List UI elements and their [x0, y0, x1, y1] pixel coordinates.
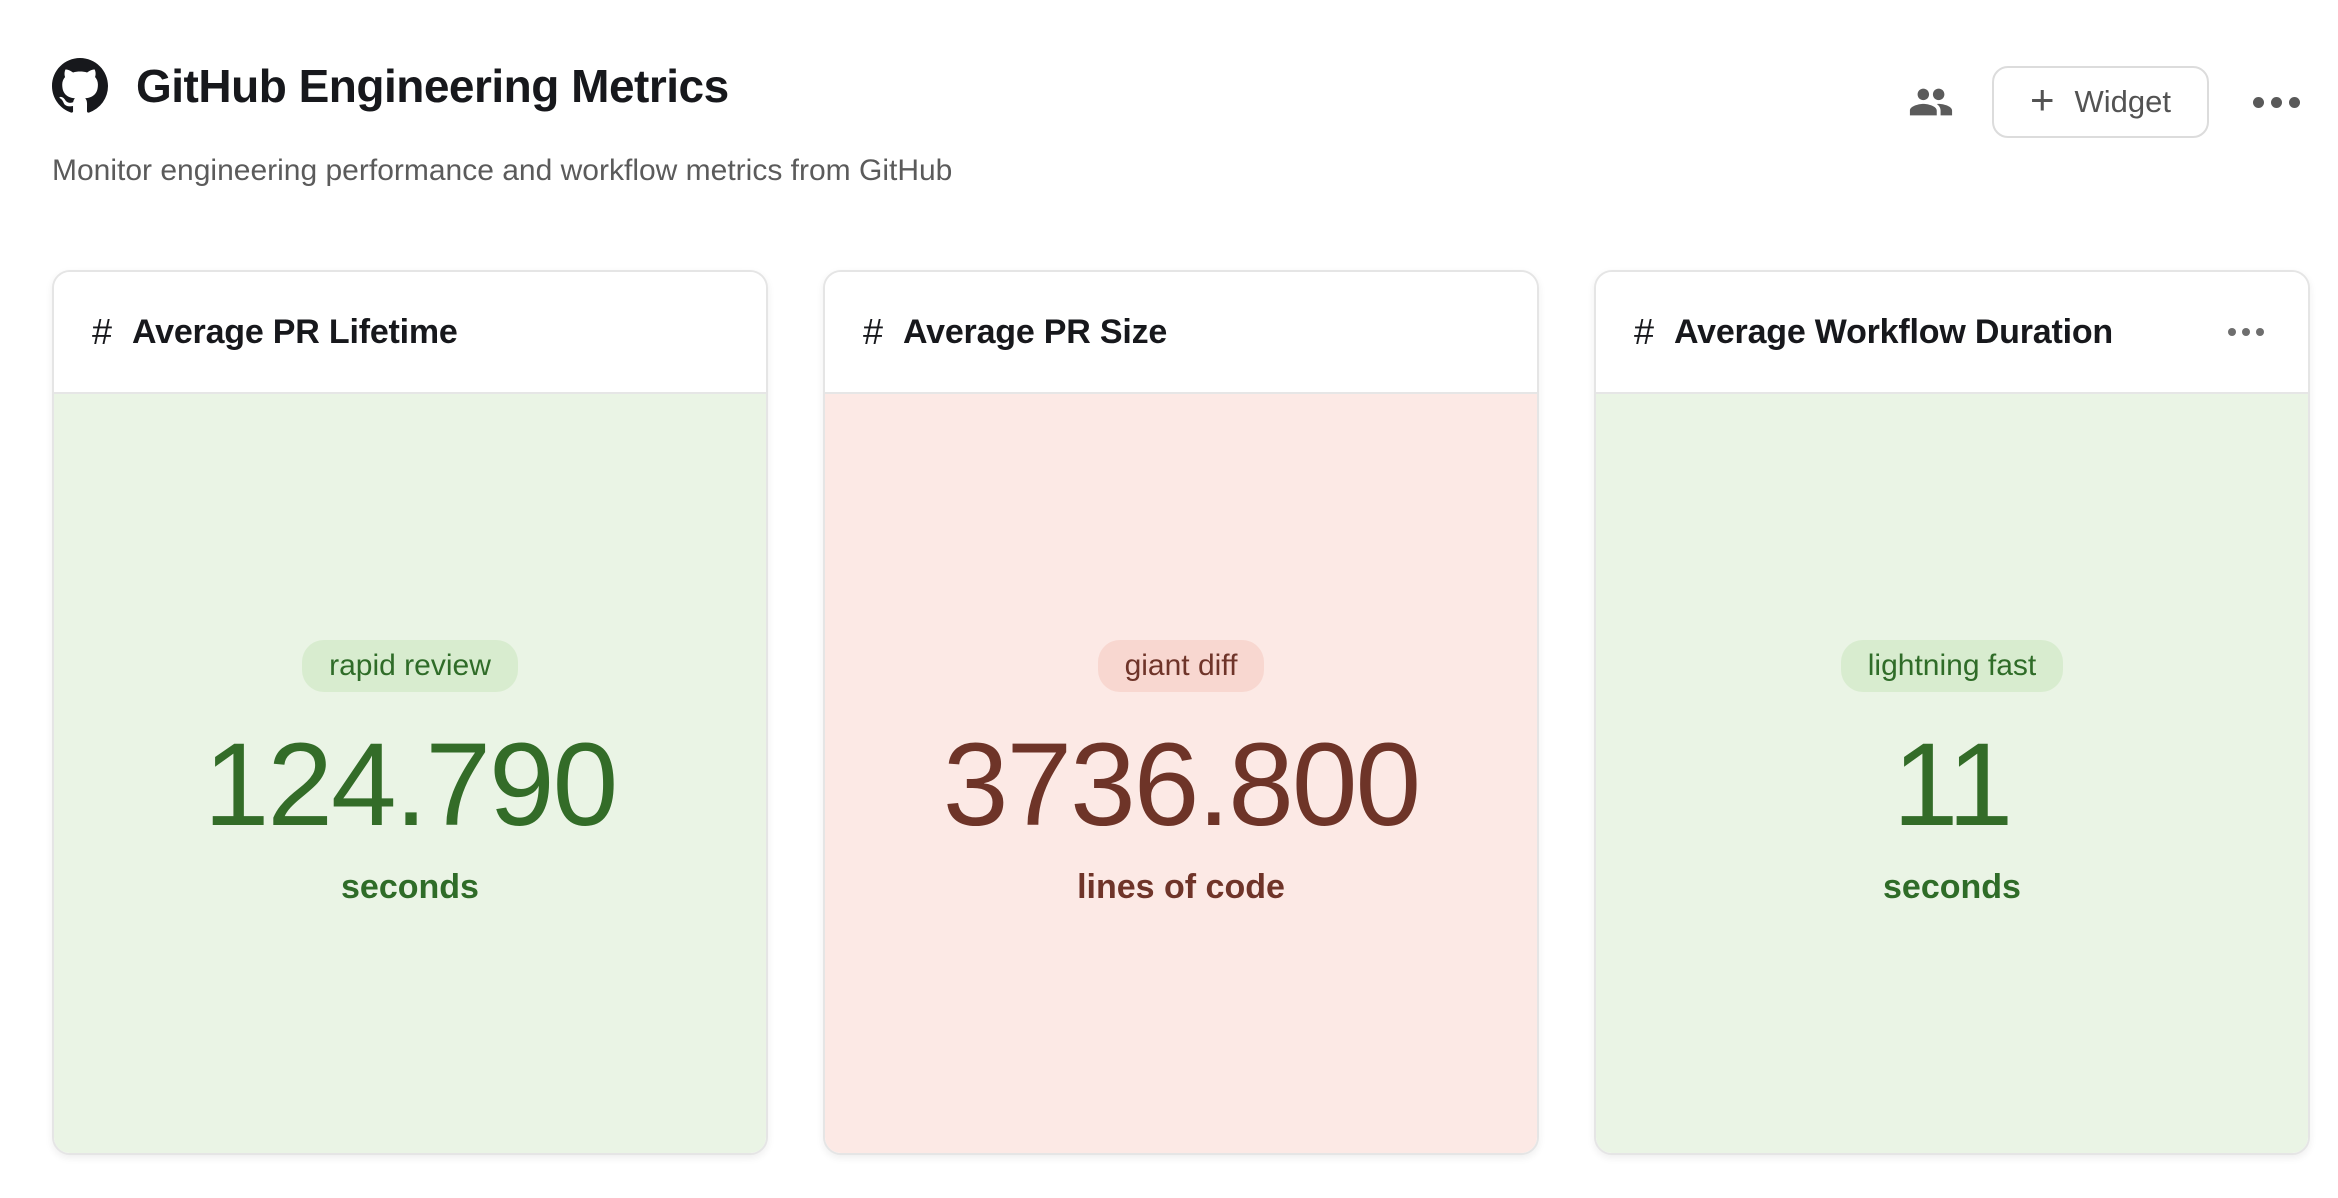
add-widget-label: Widget — [2074, 84, 2171, 119]
metric-value: 11 — [1892, 719, 2013, 852]
card-header[interactable]: # Average PR Size — [825, 272, 1537, 394]
title-row: GitHub Engineering Metrics — [52, 58, 2310, 114]
card-body: giant diff 3736.800 lines of code — [825, 394, 1537, 1153]
page-header: GitHub Engineering Metrics Monitor engin… — [52, 58, 2310, 188]
card-body: rapid review 124.790 seconds — [54, 394, 766, 1153]
card-average-pr-size: # Average PR Size giant diff 3736.800 li… — [823, 270, 1539, 1155]
status-badge: giant diff — [1097, 640, 1265, 693]
header-actions: + Widget — [1908, 66, 2306, 138]
metric-value: 124.790 — [203, 719, 619, 852]
metric-unit: seconds — [1883, 867, 2021, 906]
page-subtitle: Monitor engineering performance and work… — [52, 154, 953, 187]
card-average-pr-lifetime: # Average PR Lifetime rapid review 124.7… — [52, 270, 768, 1155]
github-logo-icon — [52, 58, 108, 113]
status-badge: lightning fast — [1840, 640, 2064, 693]
card-title: Average PR Size — [903, 312, 1168, 351]
add-widget-button[interactable]: + Widget — [1991, 66, 2209, 138]
card-header[interactable]: # Average PR Lifetime — [54, 272, 766, 394]
metric-unit: lines of code — [1077, 867, 1285, 906]
collaborators-icon[interactable] — [1908, 79, 1954, 125]
metric-unit: seconds — [341, 867, 479, 906]
page-menu-ellipsis-icon[interactable] — [2247, 91, 2306, 114]
hash-icon: # — [92, 311, 113, 352]
hash-icon: # — [1634, 311, 1655, 352]
metric-value: 3736.800 — [942, 719, 1421, 852]
card-header[interactable]: # Average Workflow Duration — [1596, 272, 2308, 394]
cards-grid: # Average PR Lifetime rapid review 124.7… — [52, 270, 2310, 1155]
hash-icon: # — [863, 311, 884, 352]
card-title: Average PR Lifetime — [132, 312, 458, 351]
card-body: lightning fast 11 seconds — [1596, 394, 2308, 1153]
status-badge: rapid review — [302, 640, 518, 693]
card-menu-ellipsis-icon[interactable] — [2222, 322, 2270, 342]
plus-icon: + — [2029, 76, 2055, 123]
card-average-workflow-duration: # Average Workflow Duration lightning fa… — [1594, 270, 2310, 1155]
page-title: GitHub Engineering Metrics — [136, 60, 729, 112]
card-title: Average Workflow Duration — [1674, 312, 2113, 351]
